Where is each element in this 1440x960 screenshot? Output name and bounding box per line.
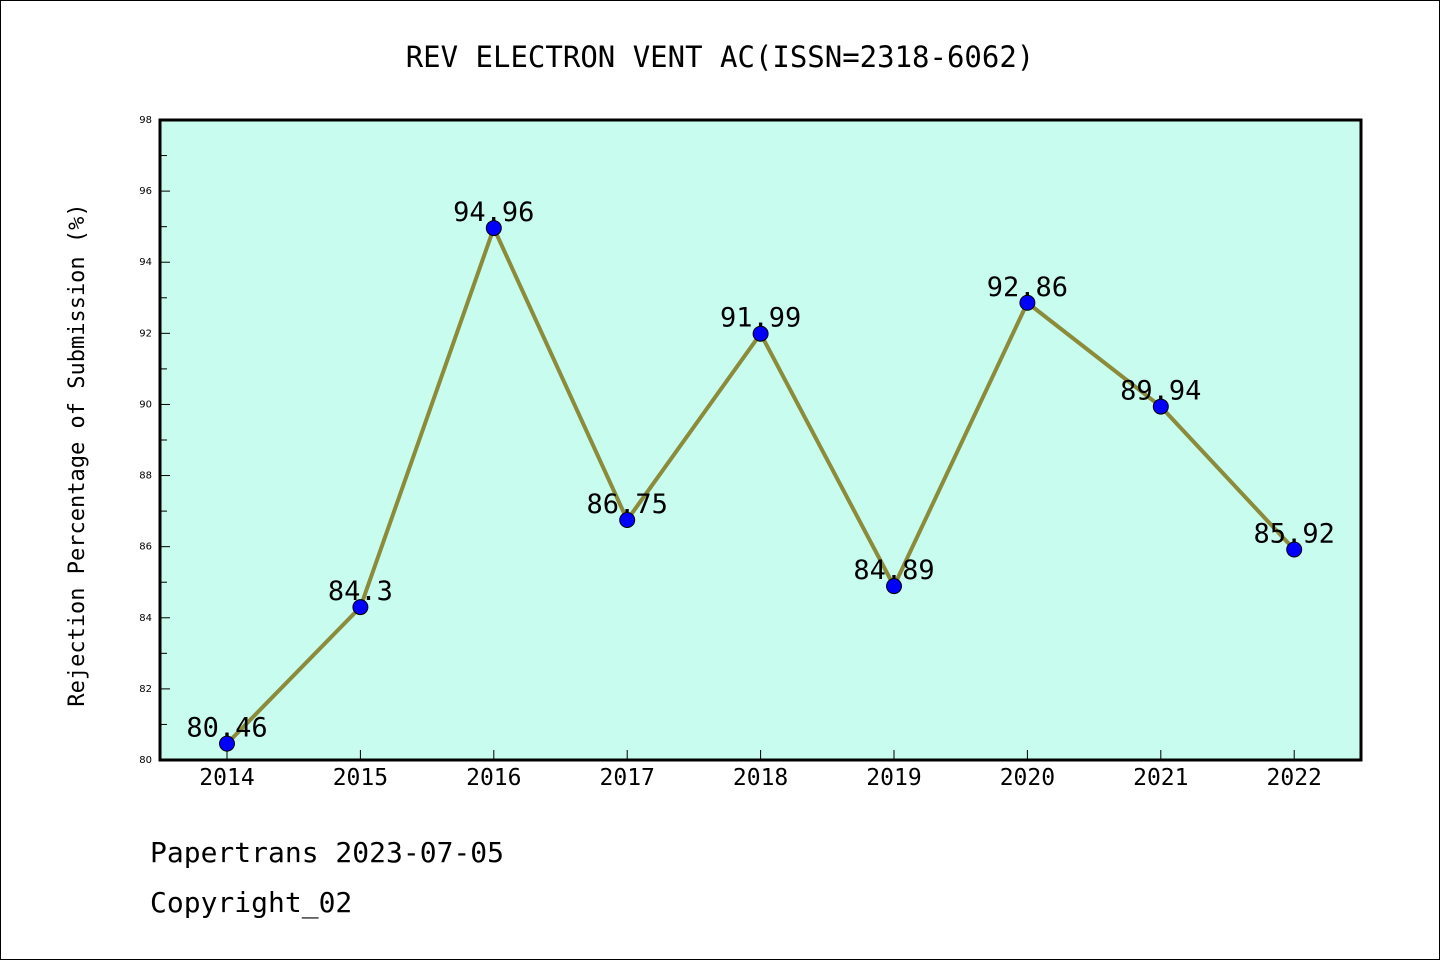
data-point — [886, 578, 902, 595]
data-point — [752, 325, 769, 342]
x-tick-label: 2017 — [600, 765, 655, 791]
data-label: 94.96 — [453, 197, 534, 228]
data-point — [485, 220, 502, 237]
x-tick-label: 2014 — [199, 765, 254, 791]
y-tick-label: 82 — [139, 684, 152, 695]
data-label: 86.75 — [587, 489, 668, 520]
x-tick-label: 2020 — [1000, 765, 1055, 791]
x-tick-label: 2019 — [866, 765, 921, 791]
y-axis-ticks: 80 82 84 86 88 90 92 94 96 98 — [139, 115, 170, 766]
data-label: 84.3 — [328, 576, 393, 607]
x-tick-label: 2015 — [333, 765, 388, 791]
footer-copyright: Copyright_02 — [150, 886, 353, 919]
data-point — [1152, 398, 1169, 415]
data-point — [219, 735, 235, 752]
x-tick-label: 2018 — [733, 765, 788, 791]
y-tick-label: 88 — [139, 471, 152, 482]
data-label: 84.89 — [853, 555, 934, 586]
y-tick-label: 80 — [139, 755, 152, 766]
data-label: 92.86 — [987, 272, 1068, 303]
y-tick-label: 84 — [139, 613, 152, 624]
x-tick-label: 2022 — [1267, 765, 1322, 791]
y-tick-label: 98 — [139, 115, 152, 126]
footer-date: Papertrans 2023-07-05 — [150, 836, 505, 869]
x-tick-label: 2016 — [466, 765, 521, 791]
data-label: 89.94 — [1120, 376, 1201, 407]
y-tick-label: 96 — [139, 186, 152, 197]
data-point — [619, 512, 636, 528]
x-tick-label: 2021 — [1133, 765, 1188, 791]
series-rejection: 80.46 84.3 94.96 86.75 91.99 84.89 92.86 89.94 8… — [186, 197, 1335, 752]
chart-title: REV ELECTRON VENT AC(ISSN=2318-6062) — [406, 40, 1035, 74]
y-axis-label: Rejection Percentage of Submission (%) — [65, 203, 90, 706]
y-tick-label: 92 — [139, 328, 152, 339]
data-label: 85.92 — [1254, 519, 1335, 550]
data-point — [1019, 294, 1036, 311]
x-axis-ticks: 2014 2015 2016 2017 2018 2019 2020 2021 2022 — [199, 750, 1322, 791]
data-label: 91.99 — [720, 303, 801, 334]
y-tick-label: 90 — [139, 399, 152, 410]
y-tick-label: 86 — [139, 542, 152, 553]
data-point — [352, 599, 369, 616]
plot-area — [158, 118, 1363, 762]
y-tick-label: 94 — [139, 257, 152, 268]
data-point — [1286, 541, 1303, 558]
data-label: 80.46 — [186, 713, 267, 744]
